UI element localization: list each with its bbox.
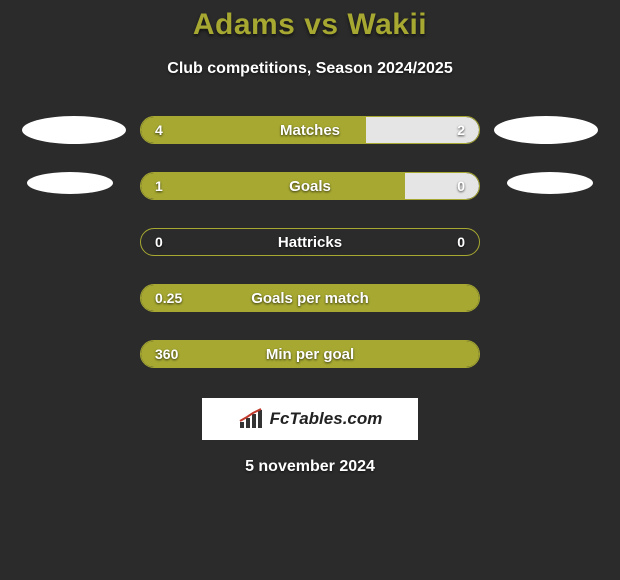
stat-bar: 0.25 Goals per match [140,284,480,312]
logo-chart-icon [238,408,266,430]
logo-box: FcTables.com [202,398,418,440]
stat-bar: 0 Hattricks 0 [140,228,480,256]
comparison-infographic: Adams vs Wakii Club competitions, Season… [0,0,620,476]
stats-list: 4 Matches 2 1 Goals 0 0 Hattricks [0,116,620,368]
page-subtitle: Club competitions, Season 2024/2025 [0,60,620,78]
stat-value-right: 0 [457,229,465,255]
stat-label: Goals [141,173,479,199]
player-marker-right [507,172,593,194]
footer-date: 5 november 2024 [0,458,620,476]
stat-value-right: 0 [457,173,465,199]
stat-bar: 360 Min per goal [140,340,480,368]
stat-row-goals-per-match: 0.25 Goals per match [0,284,620,312]
page-title: Adams vs Wakii [0,8,620,42]
stat-bar: 1 Goals 0 [140,172,480,200]
logo-text: FcTables.com [270,409,383,429]
player-marker-left [27,172,113,194]
stat-label: Goals per match [141,285,479,311]
stat-value-right: 2 [457,117,465,143]
stat-label: Min per goal [141,341,479,367]
stat-label: Hattricks [141,229,479,255]
player-marker-right [494,116,598,144]
stat-row-min-per-goal: 360 Min per goal [0,340,620,368]
stat-label: Matches [141,117,479,143]
stat-row-hattricks: 0 Hattricks 0 [0,228,620,256]
stat-row-goals: 1 Goals 0 [0,172,620,200]
stat-bar: 4 Matches 2 [140,116,480,144]
player-marker-left [22,116,126,144]
stat-row-matches: 4 Matches 2 [0,116,620,144]
